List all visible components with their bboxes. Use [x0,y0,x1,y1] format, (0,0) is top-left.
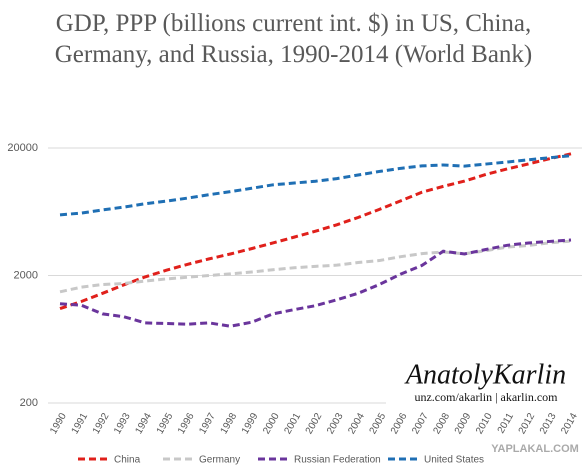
watermark-url: unz.com/akarlin | akarlin.com [414,390,558,404]
x-tick-label: 1993 [112,411,133,436]
x-tick-label: 2005 [368,411,389,436]
x-tick-label: 2002 [304,411,325,436]
x-tick-label: 1998 [219,411,240,436]
y-tick-label: 20000 [7,142,38,154]
legend-label: Russian Federation [294,455,381,466]
x-tick-label: 2011 [496,411,516,436]
x-tick-label: 2001 [282,411,303,436]
x-tick-label: 1997 [197,411,218,436]
x-tick-label: 2014 [559,411,580,436]
y-tick-label: 200 [20,397,38,409]
x-tick-label: 1996 [176,411,197,436]
series-line [59,154,572,217]
legend-label: United States [424,455,484,466]
watermark-box [386,390,584,404]
x-tick-label: 2008 [431,411,452,436]
series-line [59,238,572,328]
x-tick-label: 1991 [70,411,91,436]
legend-label: China [114,455,141,466]
x-tick-label: 2013 [538,411,559,436]
watermark-signature: AnatolyKarlin [404,359,566,390]
x-tick-label: 2004 [346,411,367,436]
x-tick-label: 1994 [133,411,154,436]
y-tick-label: 2000 [14,269,38,281]
watermark-site: YAPLAKAL.COM [491,443,579,455]
series-line [59,239,572,294]
x-tick-label: 2003 [325,411,346,436]
x-tick-label: 2010 [474,411,495,436]
chart-title: GDP, PPP (billions current int. $) in US… [54,10,533,68]
series-line [59,152,572,311]
x-tick-label: 2007 [410,411,431,436]
x-tick-label: 2000 [261,411,282,436]
legend-label: Germany [199,455,240,466]
x-tick-label: 1999 [240,411,261,436]
x-tick-label: 2012 [517,411,538,436]
x-tick-label: 1990 [48,411,69,436]
x-tick-label: 2009 [453,411,474,436]
x-tick-label: 1995 [155,411,176,436]
x-tick-label: 2006 [389,411,410,436]
x-tick-label: 1992 [91,411,112,436]
